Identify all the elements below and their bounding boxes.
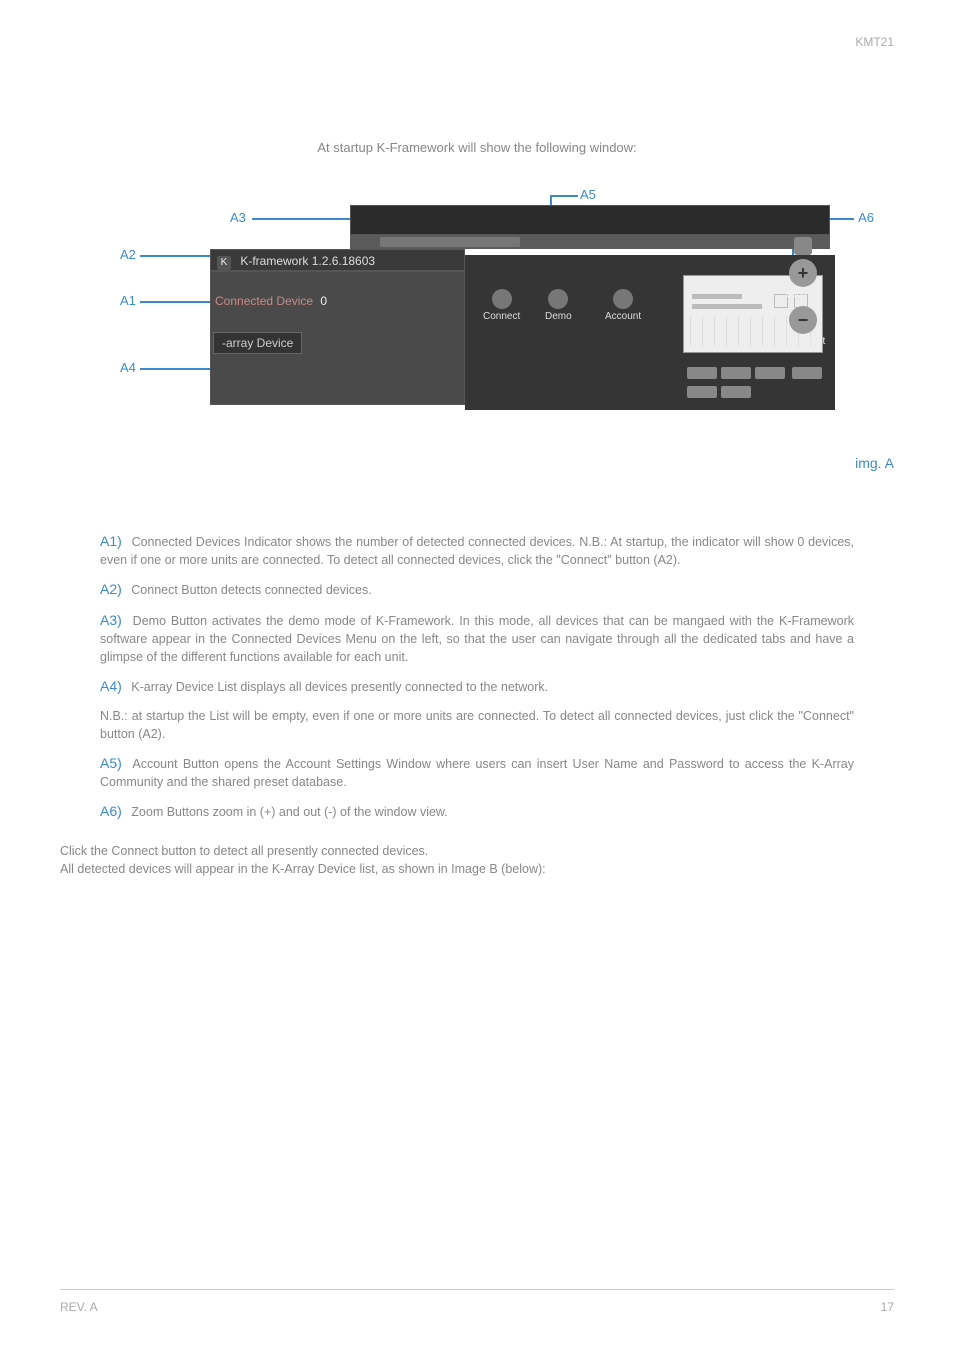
connect-label: Connect bbox=[483, 311, 520, 322]
annot-a5: A5 bbox=[580, 187, 596, 202]
window-title-text: K-framework 1.2.6.18603 bbox=[240, 254, 375, 268]
bg-tabs bbox=[380, 237, 520, 247]
array-device-label: -array Device bbox=[213, 332, 302, 354]
text-a4: K-array Device List displays all devices… bbox=[131, 680, 548, 694]
bg-titlebar bbox=[350, 205, 830, 235]
zoom-in-button[interactable]: + bbox=[789, 259, 817, 287]
code-a2: A2) bbox=[100, 581, 122, 597]
demo-button[interactable]: Demo bbox=[545, 289, 572, 322]
line-a4 bbox=[140, 368, 216, 370]
window-title: K-framework 1.2.6.18603 bbox=[210, 249, 465, 271]
zoom-in-label: Zoom In bbox=[777, 289, 829, 300]
mini-bar bbox=[692, 294, 742, 299]
text-a2: Connect Button detects connected devices… bbox=[131, 583, 371, 597]
intro-text: At startup K-Framework will show the fol… bbox=[60, 140, 894, 155]
annot-a1: A1 bbox=[120, 293, 136, 308]
text-nb: N.B.: at startup the List will be empty,… bbox=[100, 707, 854, 743]
annot-a4: A4 bbox=[120, 360, 136, 375]
zoom-out-button[interactable]: − bbox=[789, 306, 817, 334]
connected-label: Connected Device bbox=[215, 294, 313, 308]
code-a4: A4) bbox=[100, 678, 122, 694]
after-block: Click the Connect button to detect all p… bbox=[60, 842, 894, 878]
zoom-out-label: Zoom Out bbox=[777, 336, 829, 347]
footer-rev: REV. A bbox=[60, 1300, 98, 1314]
line-a1 bbox=[140, 301, 212, 303]
code-a1: A1) bbox=[100, 533, 122, 549]
window-control-icon[interactable] bbox=[794, 237, 812, 255]
code-a3: A3) bbox=[100, 612, 122, 628]
account-label: Account bbox=[605, 311, 641, 322]
connected-device-indicator: Connected Device 0 bbox=[215, 294, 327, 308]
connected-count: 0 bbox=[320, 294, 327, 308]
annot-a2: A2 bbox=[120, 247, 136, 262]
strip-chips bbox=[685, 365, 825, 405]
after-line2: All detected devices will appear in the … bbox=[60, 860, 894, 878]
side-panel: Connected Device 0 -array Device bbox=[210, 271, 465, 405]
account-button[interactable]: Account bbox=[605, 289, 641, 322]
annot-a3: A3 bbox=[230, 210, 246, 225]
footer-page: 17 bbox=[881, 1300, 894, 1314]
zoom-column: + Zoom In − Zoom Out bbox=[777, 233, 829, 353]
mini-bar bbox=[692, 304, 762, 309]
demo-icon bbox=[548, 289, 568, 309]
line-a2 bbox=[140, 255, 212, 257]
annotated-screenshot: A2 A3 A1 A4 A5 A6 K-framework 1.2.6.1860… bbox=[60, 195, 894, 435]
connect-button[interactable]: Connect bbox=[483, 289, 520, 322]
img-caption: img. A bbox=[60, 455, 894, 471]
code-a5: A5) bbox=[100, 755, 122, 771]
annot-a6: A6 bbox=[858, 210, 874, 225]
code-a6: A6) bbox=[100, 803, 122, 819]
after-line1: Click the Connect button to detect all p… bbox=[60, 842, 894, 860]
account-icon bbox=[613, 289, 633, 309]
text-a6: Zoom Buttons zoom in (+) and out (-) of … bbox=[131, 805, 447, 819]
demo-label: Demo bbox=[545, 311, 572, 322]
doc-code: KMT21 bbox=[855, 35, 894, 49]
line-a5h bbox=[550, 195, 578, 197]
description-block: A1) Connected Devices Indicator shows th… bbox=[100, 531, 854, 822]
connect-icon bbox=[492, 289, 512, 309]
page-footer: REV. A 17 bbox=[60, 1289, 894, 1314]
text-a1: Connected Devices Indicator shows the nu… bbox=[100, 535, 854, 567]
text-a5: Account Button opens the Account Setting… bbox=[100, 757, 854, 789]
text-a3: Demo Button activates the demo mode of K… bbox=[100, 614, 854, 664]
